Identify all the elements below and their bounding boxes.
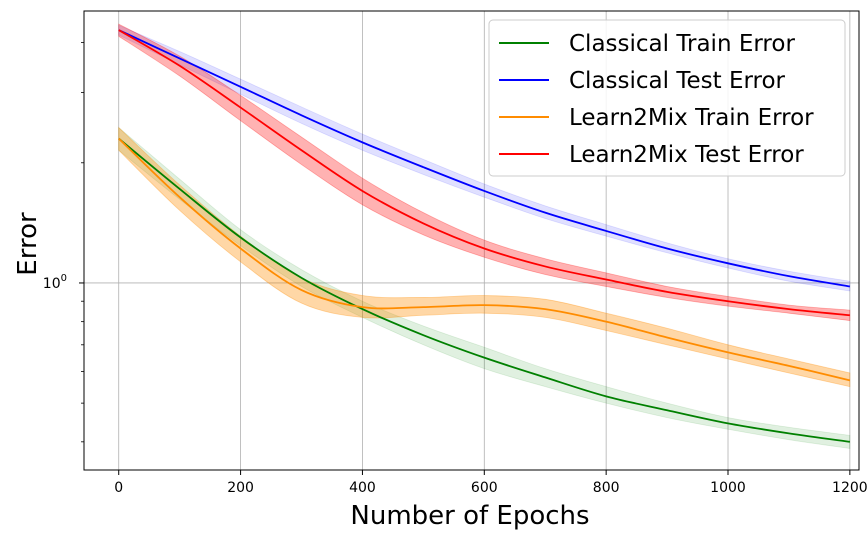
x-tick-label: 400: [349, 480, 376, 496]
y-axis-label: Error: [13, 212, 43, 276]
legend-label-classical-train-error: Classical Train Error: [569, 31, 795, 57]
classical-test-error-line: [118, 29, 851, 288]
legend-label-classical-test-error: Classical Test Error: [569, 68, 786, 94]
classical-train-error-band: [118, 126, 851, 449]
x-tick-label: 1000: [710, 480, 746, 496]
plot-frame: [83, 10, 860, 471]
x-tick-label: 200: [227, 480, 254, 496]
band-layer: [118, 23, 851, 449]
line-layer: [118, 29, 851, 443]
learn2mix-train-error-line: [118, 137, 851, 382]
x-axis-label: Number of Epochs: [350, 501, 589, 531]
y-tick-label: 100: [43, 273, 67, 292]
legend: Classical Train Error Classical Test Erro…: [488, 19, 846, 177]
legend-label-learn2mix-train-error: Learn2Mix Train Error: [569, 105, 814, 131]
x-tick-label: 0: [114, 480, 123, 496]
learn2mix-test-error-band: [118, 23, 851, 322]
legend-label-learn2mix-test-error: Learn2Mix Test Error: [569, 142, 804, 168]
x-tick-label: 800: [593, 480, 620, 496]
x-tick-label: 1200: [832, 480, 868, 496]
legend-box: [488, 19, 846, 177]
learn2mix-test-error-line: [118, 29, 850, 317]
x-tick-label: 600: [471, 480, 498, 496]
classical-train-error-line: [118, 137, 850, 443]
learn2mix-train-error-band: [118, 126, 851, 388]
classical-test-error-band: [118, 24, 851, 292]
tick-layer: 0 200 400 600 800 1000 1200 100: [43, 42, 868, 496]
